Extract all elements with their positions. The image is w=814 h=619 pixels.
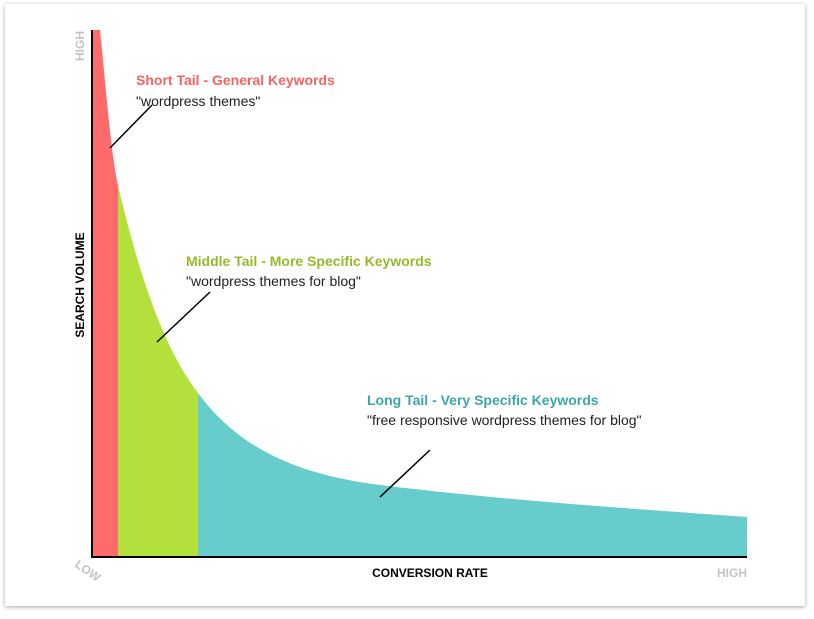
long-tail-area [198,393,747,557]
middle-tail-area [118,185,198,557]
segment-example: "wordpress themes for blog" [186,273,361,289]
pointer [379,449,431,498]
x-axis-label: CONVERSION RATE [372,566,488,580]
short-tail-area [92,30,118,557]
segment-example: "free responsive wordpress themes for bl… [367,412,642,428]
segment-title: Long Tail - Very Specific Keywords [367,392,599,408]
x-high-label: HIGH [717,566,747,580]
y-axis-label: SEARCH VOLUME [73,232,87,337]
y-high-label: HIGH [73,31,87,61]
pointer [109,104,153,149]
segment-title: Short Tail - General Keywords [136,72,335,88]
segment-title: Middle Tail - More Specific Keywords [186,253,432,269]
pointer [156,291,211,343]
segment-example: "wordpress themes" [136,93,260,109]
